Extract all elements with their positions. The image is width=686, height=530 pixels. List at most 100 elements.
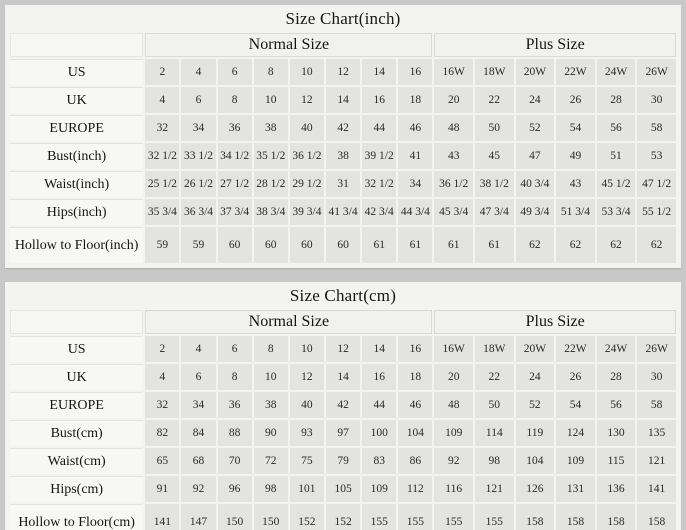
size-cell: 28 xyxy=(596,87,636,113)
size-cell: 155 xyxy=(398,504,433,530)
column-group-header-row: Normal Size Plus Size xyxy=(10,33,676,57)
size-cell: 24 xyxy=(515,87,555,113)
size-cell: 51 3/4 xyxy=(556,199,595,225)
column-group-header: Plus Size xyxy=(434,310,676,334)
row-label: EUROPE xyxy=(10,115,144,141)
size-cell: 45 1/2 xyxy=(596,171,636,197)
size-cell: 8 xyxy=(253,59,288,85)
size-cell: 88 xyxy=(217,420,252,446)
table-row: Hollow to Floor(cm) 141 147 150 150 152 152 155… xyxy=(10,504,676,530)
size-chart-cm-table: Normal Size Plus Size US 2 4 6 8 10 12 14 16 16W 18… xyxy=(8,308,678,530)
size-cell: 26W xyxy=(637,59,676,85)
size-cell: 158 xyxy=(515,504,555,530)
size-cell: 47 xyxy=(515,143,555,169)
size-cell: 72 xyxy=(253,448,288,474)
row-label: Bust(cm) xyxy=(10,420,144,446)
size-cell: 126 xyxy=(515,476,555,502)
size-cell: 34 1/2 xyxy=(217,143,252,169)
size-cell: 20W xyxy=(515,59,555,85)
size-cell: 46 xyxy=(398,392,433,418)
size-cell: 32 xyxy=(145,392,180,418)
size-cell: 36 1/2 xyxy=(289,143,324,169)
size-cell: 158 xyxy=(556,504,595,530)
corner-cell xyxy=(10,310,144,334)
size-cell: 147 xyxy=(181,504,216,530)
size-cell: 84 xyxy=(181,420,216,446)
size-cell: 98 xyxy=(253,476,288,502)
size-cell: 33 1/2 xyxy=(181,143,216,169)
size-cell: 18 xyxy=(398,87,433,113)
size-chart-cm-title: Size Chart(cm) xyxy=(289,286,397,305)
size-cell: 45 3/4 xyxy=(434,199,473,225)
size-cell: 56 xyxy=(596,115,636,141)
size-cell: 31 xyxy=(326,171,361,197)
size-cell: 155 xyxy=(475,504,514,530)
size-cell: 50 xyxy=(475,115,514,141)
size-rows: US 2 4 6 8 10 12 14 16 16W 18W 20W 22W 24W 26W UK 4 6 8 10 1… xyxy=(10,336,676,530)
size-cell: 35 1/2 xyxy=(253,143,288,169)
size-cell: 41 3/4 xyxy=(326,199,361,225)
size-cell: 18 xyxy=(398,364,433,390)
size-cell: 36 3/4 xyxy=(181,199,216,225)
size-cell: 27 1/2 xyxy=(217,171,252,197)
size-cell: 152 xyxy=(326,504,361,530)
size-cell: 10 xyxy=(289,336,324,362)
size-cell: 43 xyxy=(556,171,595,197)
table-row: EUROPE 32 34 36 38 40 42 44 46 48 50 52 54 56 58 xyxy=(10,392,676,418)
size-cell: 44 xyxy=(362,115,397,141)
size-cell: 115 xyxy=(596,448,636,474)
size-cell: 59 xyxy=(145,227,180,263)
size-cell: 61 xyxy=(475,227,514,263)
size-cell: 52 xyxy=(515,392,555,418)
size-cell: 121 xyxy=(637,448,676,474)
group-header-row: Normal Size Plus Size xyxy=(10,33,676,57)
size-cell: 6 xyxy=(181,87,216,113)
size-cell: 38 xyxy=(253,115,288,141)
size-cell: 26 xyxy=(556,364,595,390)
size-cell: 36 xyxy=(217,115,252,141)
size-cell: 14 xyxy=(326,87,361,113)
size-cell: 83 xyxy=(362,448,397,474)
size-cell: 14 xyxy=(362,59,397,85)
size-cell: 53 xyxy=(637,143,676,169)
table-row: Hollow to Floor(inch) 59 59 60 60 60 60 61 61 61 6… xyxy=(10,227,676,263)
size-cell: 24W xyxy=(596,59,636,85)
size-cell: 51 xyxy=(596,143,636,169)
size-cell: 49 3/4 xyxy=(515,199,555,225)
table-row: EUROPE 32 34 36 38 40 42 44 46 48 50 52 54 56 58 xyxy=(10,115,676,141)
row-label: Bust(inch) xyxy=(10,143,144,169)
row-label: Hips(inch) xyxy=(10,199,144,225)
size-cell: 45 xyxy=(475,143,514,169)
size-cell: 112 xyxy=(398,476,433,502)
size-cell: 59 xyxy=(181,227,216,263)
size-cell: 10 xyxy=(253,87,288,113)
size-cell: 158 xyxy=(637,504,676,530)
size-cell: 124 xyxy=(556,420,595,446)
size-cell: 68 xyxy=(181,448,216,474)
size-cell: 155 xyxy=(362,504,397,530)
table-row: Bust(cm) 82 84 88 90 93 97 100 104 109 114 119 124 13… xyxy=(10,420,676,446)
size-cell: 8 xyxy=(217,87,252,113)
size-cell: 16W xyxy=(434,59,473,85)
size-cell: 42 3/4 xyxy=(362,199,397,225)
size-cell: 136 xyxy=(596,476,636,502)
size-cell: 116 xyxy=(434,476,473,502)
row-label: US xyxy=(10,336,144,362)
size-cell: 82 xyxy=(145,420,180,446)
size-cell: 40 xyxy=(289,115,324,141)
size-cell: 141 xyxy=(145,504,180,530)
size-cell: 8 xyxy=(217,364,252,390)
size-cell: 58 xyxy=(637,115,676,141)
size-cell: 22 xyxy=(475,364,514,390)
size-cell: 40 xyxy=(289,392,324,418)
size-cell: 16 xyxy=(362,87,397,113)
size-cell: 92 xyxy=(181,476,216,502)
size-cell: 35 3/4 xyxy=(145,199,180,225)
size-cell: 26 xyxy=(556,87,595,113)
size-cell: 155 xyxy=(434,504,473,530)
size-cell: 65 xyxy=(145,448,180,474)
table-row: Waist(cm) 65 68 70 72 75 79 83 86 92 98 104 109 115 12… xyxy=(10,448,676,474)
size-cell: 38 xyxy=(253,392,288,418)
size-cell: 56 xyxy=(596,392,636,418)
size-cell: 97 xyxy=(326,420,361,446)
